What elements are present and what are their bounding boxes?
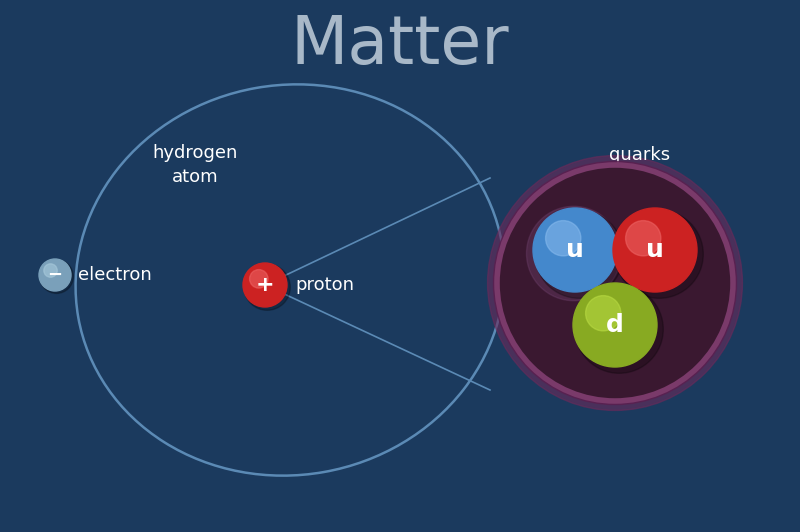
Circle shape [40, 260, 74, 294]
Circle shape [39, 259, 71, 291]
Text: proton: proton [295, 276, 354, 294]
Circle shape [250, 270, 268, 288]
Circle shape [497, 165, 733, 401]
Text: hydrogen
atom: hydrogen atom [152, 144, 238, 187]
Text: electron: electron [78, 266, 152, 284]
Circle shape [243, 263, 287, 307]
Circle shape [613, 208, 697, 292]
Circle shape [44, 264, 58, 277]
Circle shape [626, 221, 661, 256]
Circle shape [487, 155, 742, 411]
Text: Matter: Matter [290, 12, 510, 78]
Circle shape [533, 208, 617, 292]
Circle shape [526, 206, 621, 301]
Text: +: + [256, 275, 274, 295]
Text: quarks: quarks [610, 146, 670, 164]
Circle shape [575, 285, 663, 373]
Circle shape [573, 283, 657, 367]
Circle shape [615, 210, 703, 298]
Text: d: d [606, 313, 624, 337]
Circle shape [494, 161, 737, 404]
Text: u: u [566, 238, 584, 262]
Circle shape [535, 210, 623, 298]
Text: u: u [646, 238, 664, 262]
Text: −: − [47, 266, 62, 284]
Circle shape [546, 221, 581, 256]
Circle shape [244, 264, 290, 310]
Circle shape [586, 296, 621, 331]
